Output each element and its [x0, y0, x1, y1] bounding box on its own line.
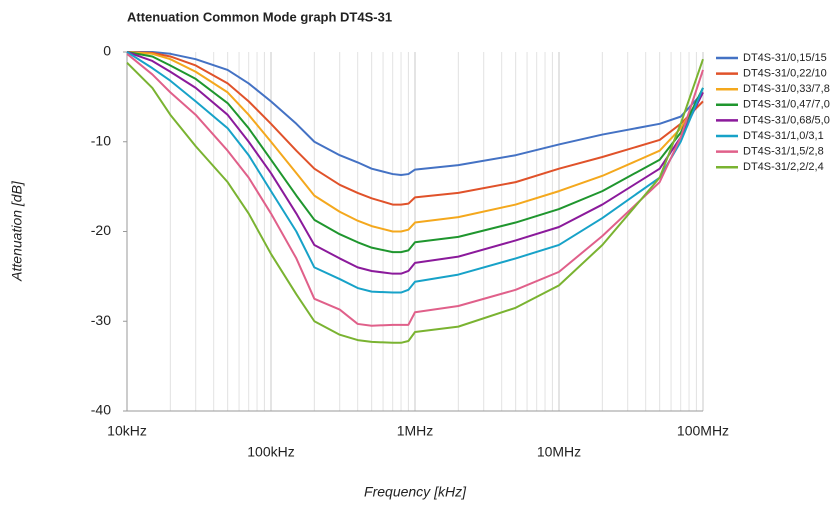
- series-line: [126, 51, 704, 233]
- chart-title: Attenuation Common Mode graph DT4S-31: [127, 9, 392, 24]
- x-axis-label: Frequency [kHz]: [364, 484, 467, 500]
- y-tick-label: -20: [91, 222, 111, 238]
- y-tick-label: 0: [103, 43, 111, 59]
- series-line: [126, 58, 704, 344]
- y-axis-label: Attenuation [dB]: [9, 180, 25, 282]
- x-tick-label: 10MHz: [537, 444, 581, 460]
- series-line: [126, 51, 704, 275]
- y-tick-label: -30: [91, 312, 111, 328]
- x-tick-label: 100MHz: [677, 423, 729, 439]
- series-line: [126, 51, 704, 254]
- legend-label: DT4S-31/1,5/2,8: [743, 146, 824, 158]
- legend-label: DT4S-31/2,2/2,4: [743, 161, 824, 173]
- x-tick-label: 10kHz: [107, 423, 147, 439]
- legend-label: DT4S-31/0,22/10: [743, 68, 827, 80]
- legend-label: DT4S-31/0,33/7,8: [743, 83, 830, 95]
- series-line: [127, 51, 704, 176]
- legend-label: DT4S-31/0,68/5,0: [743, 114, 830, 126]
- series-line: [126, 51, 704, 294]
- y-tick-label: -10: [91, 132, 111, 148]
- series-line: [126, 53, 704, 327]
- series-line: [126, 51, 704, 206]
- legend-label: DT4S-31/0,47/7,0: [743, 99, 830, 111]
- legend-label: DT4S-31/1,0/3,1: [743, 130, 824, 142]
- x-tick-label: 1MHz: [397, 423, 434, 439]
- x-tick-label: 100kHz: [247, 444, 294, 460]
- legend-label: DT4S-31/0,15/15: [743, 52, 827, 64]
- y-tick-label: -40: [91, 402, 111, 418]
